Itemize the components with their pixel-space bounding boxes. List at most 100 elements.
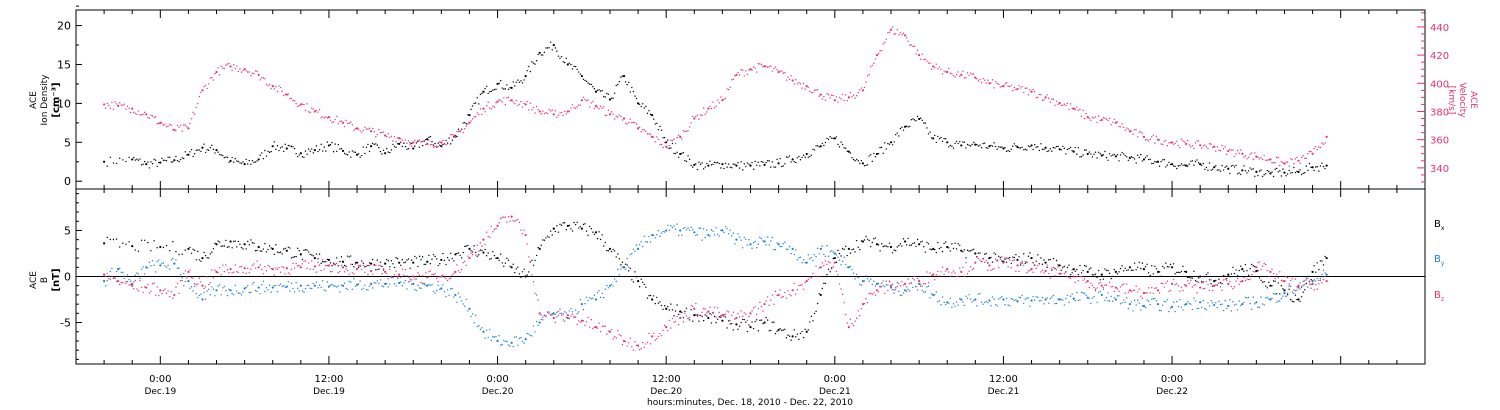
bz-sample xyxy=(898,282,900,285)
by-sample xyxy=(795,249,797,251)
density-sample xyxy=(1313,169,1315,172)
velocity-point xyxy=(679,135,682,138)
by-sample xyxy=(126,274,129,276)
bx-sample xyxy=(1121,265,1123,267)
bx-sample xyxy=(228,246,230,248)
density-sample xyxy=(670,147,672,149)
bx-sample xyxy=(153,240,155,242)
bx-sample xyxy=(642,281,644,284)
by-sample xyxy=(727,233,730,235)
bx-sample xyxy=(462,251,464,254)
bz-sample xyxy=(899,285,902,287)
bz-sample xyxy=(165,292,168,294)
density-sample xyxy=(178,160,180,163)
by-sample xyxy=(857,276,859,279)
bx-sample xyxy=(617,253,619,255)
by-sample xyxy=(559,308,561,310)
bx-sample xyxy=(1224,275,1226,278)
by-point xyxy=(1283,291,1286,295)
bx-sample xyxy=(548,236,550,239)
bz-sample xyxy=(1211,289,1214,292)
velocity-sample xyxy=(1168,142,1170,144)
velocity-sample xyxy=(810,92,813,94)
density-sample xyxy=(1038,149,1041,152)
density-sample xyxy=(628,81,630,84)
density-sample xyxy=(400,141,402,143)
bz-point xyxy=(117,280,120,283)
bz-sample xyxy=(192,277,194,279)
by-sample xyxy=(896,281,898,284)
velocity-point xyxy=(636,127,640,130)
density-sample xyxy=(484,88,486,90)
bx-sample xyxy=(638,286,641,288)
bz-sample xyxy=(425,272,427,274)
bx-sample xyxy=(865,235,867,238)
bz-sample xyxy=(112,276,115,279)
bx-sample xyxy=(371,258,374,261)
bz-sample xyxy=(677,323,680,326)
density-sample xyxy=(1180,163,1183,165)
bz-sample xyxy=(835,270,838,273)
velocity-sample xyxy=(943,70,945,72)
by-sample xyxy=(1219,303,1222,306)
density-sample xyxy=(937,135,939,138)
bx-sample xyxy=(1135,269,1137,271)
bz-sample xyxy=(479,242,482,244)
density-point xyxy=(552,43,555,47)
velocity-sample xyxy=(1261,158,1264,161)
velocity-sample xyxy=(979,78,981,81)
by-sample xyxy=(696,233,699,236)
velocity-sample xyxy=(765,65,767,67)
density-sample xyxy=(437,142,439,144)
bx-sample xyxy=(873,238,875,240)
bz-sample xyxy=(923,283,925,285)
bz-sample xyxy=(297,265,299,267)
bx-point xyxy=(918,243,921,246)
bz-sample xyxy=(977,257,980,260)
velocity-sample xyxy=(564,110,566,113)
density-sample xyxy=(179,158,182,161)
velocity-point xyxy=(946,70,949,74)
density-point xyxy=(243,162,246,166)
density-sample xyxy=(1294,171,1297,174)
velocity-sample xyxy=(172,129,174,131)
bz-sample xyxy=(176,282,179,285)
bz-sample xyxy=(959,267,961,269)
density-sample xyxy=(943,137,945,140)
bz-sample xyxy=(1130,290,1133,293)
bz-point xyxy=(805,280,808,283)
by-point xyxy=(1255,301,1258,304)
by-sample xyxy=(788,245,791,248)
by-sample xyxy=(1172,301,1175,304)
bx-sample xyxy=(239,243,241,245)
density-sample xyxy=(1166,164,1169,166)
bx-point xyxy=(707,316,710,320)
velocity-sample xyxy=(554,110,557,112)
bx-sample xyxy=(434,255,436,258)
bx-point xyxy=(398,261,401,264)
density-sample xyxy=(275,148,277,151)
bx-sample xyxy=(838,252,841,255)
bx-sample xyxy=(924,251,927,253)
by-sample xyxy=(428,283,430,286)
bz-sample xyxy=(446,279,449,282)
by-point xyxy=(1114,298,1117,301)
bz-sample xyxy=(1288,283,1290,285)
density-sample xyxy=(1149,158,1151,161)
bx-sample xyxy=(1001,260,1003,262)
velocity-point xyxy=(903,34,907,37)
by-sample xyxy=(437,284,439,286)
by-sample xyxy=(1272,292,1275,295)
bx-sample xyxy=(926,241,928,244)
bz-sample xyxy=(781,296,783,299)
bz-sample xyxy=(415,278,418,280)
velocity-sample xyxy=(971,73,973,75)
by-sample xyxy=(766,236,769,238)
bz-sample xyxy=(712,312,714,314)
density-sample xyxy=(652,118,655,120)
by-point xyxy=(201,298,204,301)
velocity-sample xyxy=(386,135,388,138)
bz-sample xyxy=(682,321,685,323)
by-sample xyxy=(1233,304,1236,306)
bz-sample xyxy=(253,263,255,265)
